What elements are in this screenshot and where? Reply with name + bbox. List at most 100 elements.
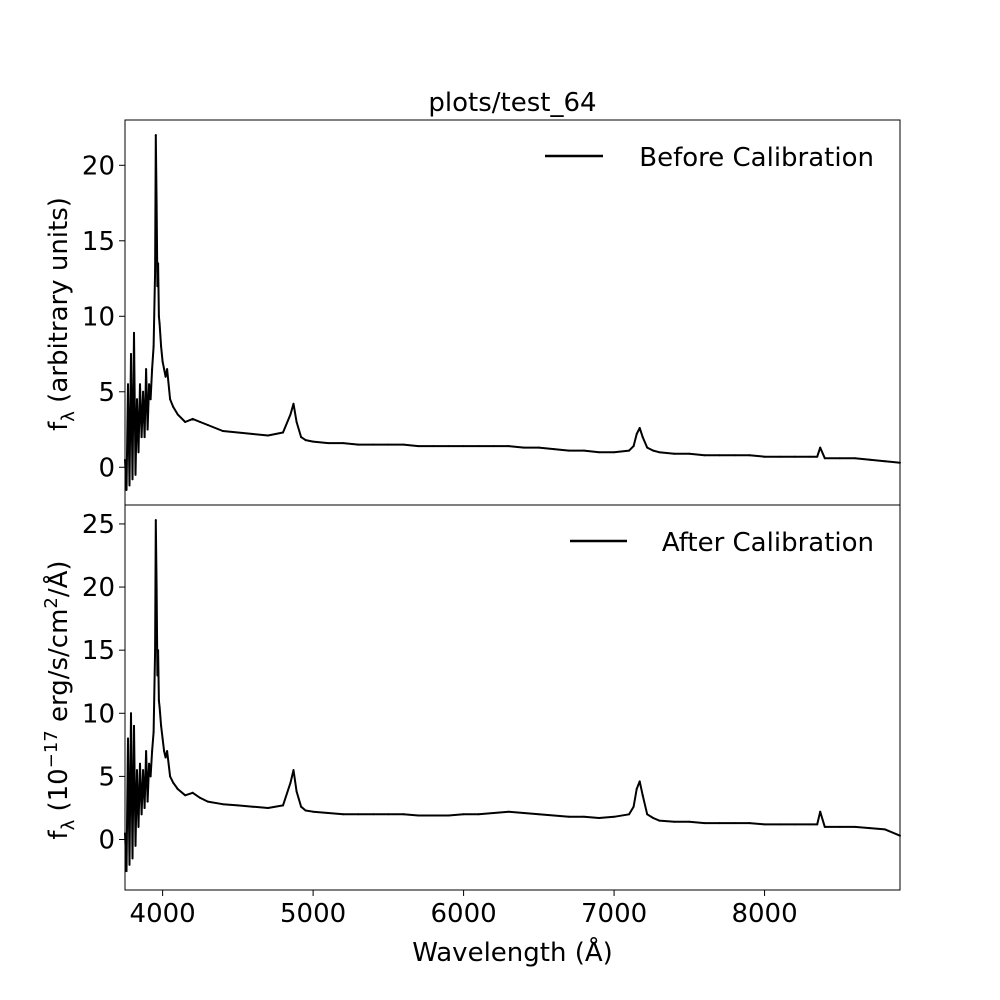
data-point-top-14 [145,368,148,371]
data-point-top-25 [157,315,160,318]
y-label-top-rest: (arbitrary units) [44,197,74,411]
y-tick-label-bottom-20: 20 [82,573,115,603]
data-point-top-63 [522,446,525,449]
data-point-top-65 [552,448,555,451]
panel-after-calibration: 0 5 10 15 20 25 4000 5000 6000 7000 8000 After Ca… [41,504,901,968]
data-point-top-19 [152,345,155,348]
data-point-top-11 [140,436,143,439]
data-point-top-17 [149,398,152,401]
data-point-top-15 [146,428,149,431]
data-point-top-39 [221,430,224,432]
series-line-after [124,519,901,873]
data-point-bottom-1 [125,870,128,873]
data-point-top-45 [292,402,295,405]
data-point-bottom-6 [133,724,135,727]
data-point-bottom-3 [128,863,131,866]
data-point-bottom-83 [748,822,751,825]
data-point-top-4 [130,353,132,355]
data-point-bottom-37 [199,796,202,799]
data-point-bottom-39 [221,803,224,806]
data-point-bottom-78 [673,820,676,823]
y-tick-label-bottom-0: 0 [98,826,115,856]
data-point-bottom-68 [598,817,600,819]
data-point-bottom-71 [632,805,635,808]
data-point-top-22 [155,202,158,204]
y-label-top-sub: λ [58,411,79,422]
y-axis-label-top: fλ (arbitrary units) [44,197,79,431]
data-point-top-74 [641,436,644,439]
data-point-top-79 [688,452,691,455]
data-point-top-37 [199,421,202,423]
data-point-top-33 [172,405,175,408]
data-point-bottom-19 [152,731,155,734]
y-tick-label-bottom-25: 25 [82,510,115,540]
series-line-before [124,134,901,491]
data-point-top-84 [763,455,766,458]
data-point-top-91 [838,457,841,460]
data-point-bottom-61 [492,812,495,814]
data-point-top-94 [884,460,886,463]
data-point-bottom-33 [172,781,175,784]
data-point-top-93 [868,458,871,461]
data-point-top-29 [163,368,166,371]
data-point-top-26 [158,322,161,325]
data-point-bottom-40 [236,804,239,807]
spectrum-line-bottom-0 [124,519,901,873]
data-point-bottom-12 [142,769,145,772]
data-point-top-76 [652,449,655,452]
data-point-bottom-38 [206,800,209,803]
data-point-bottom-31 [166,750,169,753]
data-point-top-5 [131,478,134,481]
data-point-top-32 [169,398,172,401]
data-point-bottom-29 [163,750,166,753]
data-point-top-60 [477,445,480,448]
data-point-top-83 [748,454,751,457]
data-point-top-68 [598,451,600,454]
data-point-bottom-55 [402,813,405,816]
data-point-bottom-52 [357,813,360,816]
data-point-bottom-56 [417,814,420,817]
y-tick-label-bottom-15: 15 [82,636,115,666]
data-point-top-70 [628,449,631,452]
y-label-bot-rest2: erg/s/cm [44,609,74,731]
data-point-bottom-47 [300,805,303,808]
x-axis-ticks: 4000 5000 6000 7000 8000 [130,890,798,929]
data-point-top-78 [673,452,676,455]
data-point-top-8 [136,398,138,401]
x-tick-label-7000: 7000 [581,899,647,929]
data-point-bottom-66 [567,815,570,818]
data-point-bottom-69 [613,815,616,818]
data-point-top-81 [718,454,721,457]
data-point-top-2 [127,383,129,386]
data-point-bottom-10 [139,762,141,765]
data-point-bottom-94 [884,828,886,831]
data-point-top-64 [537,446,540,449]
data-point-bottom-50 [327,812,330,814]
data-point-top-34 [176,413,179,416]
data-point-bottom-87 [808,823,811,826]
data-point-top-67 [583,449,585,452]
data-point-bottom-76 [652,817,655,819]
data-point-top-38 [206,424,209,426]
data-point-top-62 [507,445,510,448]
data-point-top-13 [143,436,146,439]
data-point-bottom-20 [154,649,157,652]
data-point-bottom-15 [146,800,149,803]
data-point-bottom-24 [157,649,160,652]
data-point-bottom-46 [295,790,298,793]
data-point-bottom-53 [372,813,375,816]
data-point-top-88 [816,455,819,458]
data-point-top-59 [462,445,465,448]
data-point-bottom-88 [816,823,819,826]
y-tick-label-bottom-10: 10 [82,699,115,729]
y-axis-label-bottom: fλ (10−17 erg/s/cm2/Å) [41,560,79,839]
y-label-bot-rest3: /Å) [42,560,74,597]
data-point-bottom-81 [718,822,721,825]
data-point-top-48 [304,439,307,442]
data-point-bottom-89 [819,810,822,813]
data-point-bottom-48 [304,809,307,812]
data-point-bottom-28 [161,737,164,740]
data-point-bottom-59 [462,813,465,816]
data-point-top-52 [357,443,360,446]
